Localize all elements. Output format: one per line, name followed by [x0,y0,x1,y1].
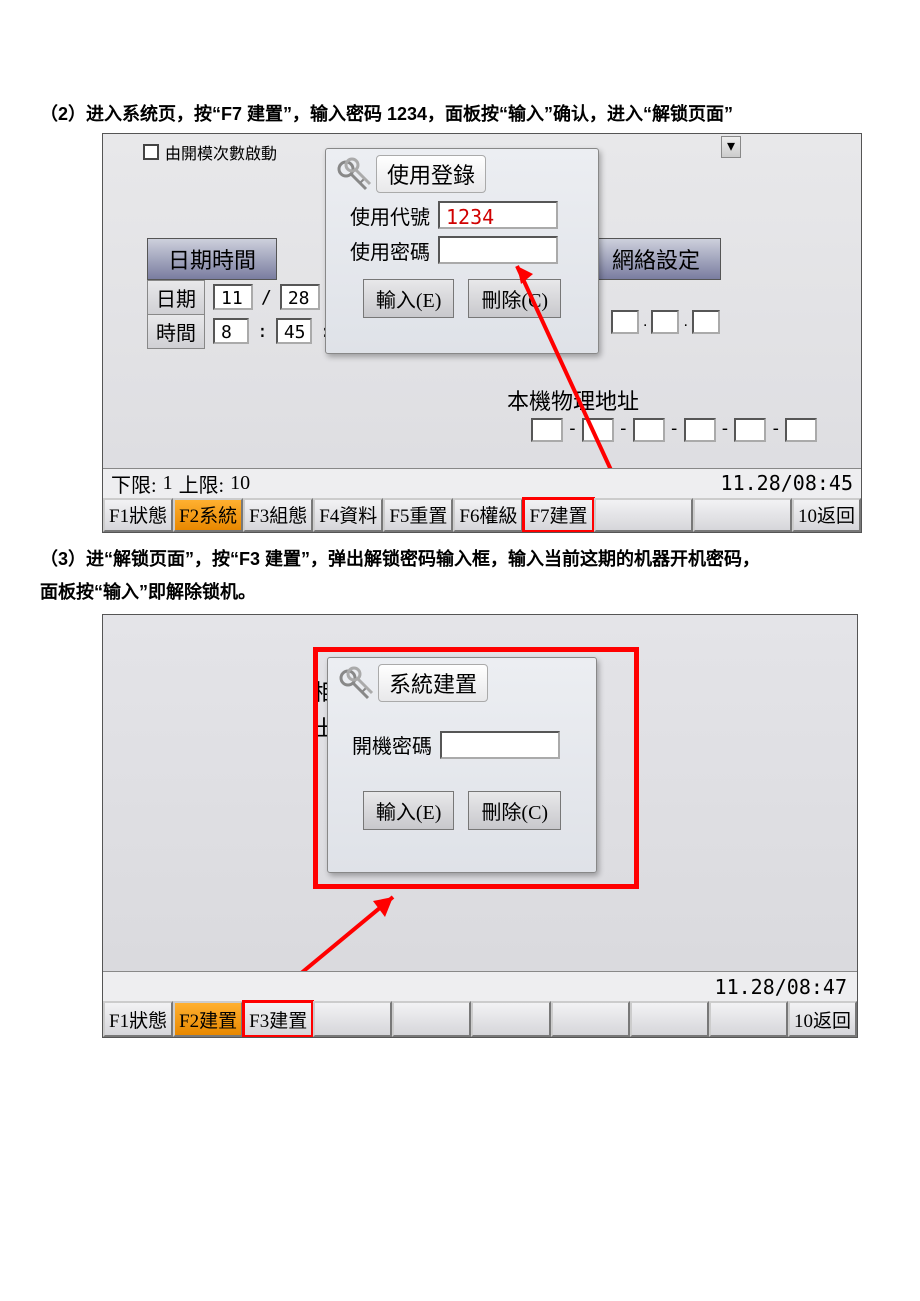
fkey2-sp2 [392,1001,471,1037]
keys-icon [330,155,374,199]
button-network-header[interactable]: 網絡設定 [591,238,721,280]
keys-icon [332,664,376,708]
password-input[interactable] [438,236,558,264]
lower-label: 下限: [111,469,157,498]
fkey-f6[interactable]: F6權級 [453,498,523,532]
fkey2-f2[interactable]: F2建置 [173,1001,243,1037]
fkey-f2[interactable]: F2系統 [173,498,243,532]
dialog2-title-bar: 系統建置 [328,658,596,704]
status-timestamp: 11.28/08:45 [721,471,853,495]
dropdown-arrow-icon[interactable]: ▾ [721,136,741,158]
dialog-pass-row: 使用密碼 [338,236,586,265]
fkey2-f3[interactable]: F3建置 [243,1001,313,1037]
dialog-user-row: 使用代號 1234 [338,201,586,230]
fkey-bar-2: F1狀態 F2建置 F3建置 10返回 [103,1001,857,1037]
status-bar: 下限: 1 上限: 10 11.28/08:45 [103,468,861,498]
ip-seg1[interactable] [611,310,639,334]
fkey-f1[interactable]: F1狀態 [103,498,173,532]
mac-5[interactable] [734,418,766,442]
ip-dot2: . [683,313,687,331]
time-row: 時間 8 : 45 : [147,314,331,349]
date-row: 日期 11 / 28 / [147,280,339,315]
mac-3[interactable] [633,418,665,442]
dialog2-pass-row: 開機密碼 [340,730,584,759]
ip-row: . . [611,310,720,334]
fkey2-sp5 [630,1001,709,1037]
fkey-f5[interactable]: F5重置 [383,498,453,532]
upper-value: 10 [230,472,250,495]
time-label: 時間 [147,314,205,349]
date-day-input[interactable]: 28 [280,284,320,310]
password-label: 使用密碼 [338,236,430,265]
document-page: （2）进入系统页，按“F7 建置”，输入密码 1234，面板按“输入”确认，进入… [0,20,920,1058]
checkbox-label: 由開模次數啟動 [165,140,277,164]
user-id-input[interactable]: 1234 [438,201,558,229]
mac-2[interactable] [582,418,614,442]
button-datetime-header[interactable]: 日期時間 [147,238,277,280]
fkey2-sp1 [313,1001,392,1037]
delete-button-2[interactable]: 刪除(C) [468,791,561,830]
screenshot-1: 由開模次數啟動 ▾ 日期時間 網絡設定 日期 11 / 28 / 時間 8 : … [102,133,862,533]
instruction-step3a: （3）进“解锁页面”，按“F3 建置”，弹出解锁密码输入框，输入当前这期的机器开… [40,545,880,574]
fkey-f7[interactable]: F7建置 [523,498,593,532]
status-timestamp-2: 11.28/08:47 [715,975,847,999]
ip-dot1: . [643,313,647,331]
fkey-bar: F1狀態 F2系統 F3組態 F4資料 F5重置 F6權級 F7建置 10返回 [103,498,861,532]
dialog2-button-row: 輸入(E) 刪除(C) [340,791,584,830]
screenshot-2: 相 出 系統建置 開機密碼 輸入(E) 刪除(C) [102,614,858,1038]
time-min-input[interactable]: 45 [276,318,312,344]
phys-addr-label: 本機物理地址 [507,384,639,416]
dialog-button-row: 輸入(E) 刪除(C) [338,279,586,318]
fkey-f10[interactable]: 10返回 [792,498,861,532]
fkey2-sp3 [471,1001,550,1037]
fkey2-sp4 [551,1001,630,1037]
fkey2-f1[interactable]: F1狀態 [103,1001,173,1037]
fkey2-sp6 [709,1001,788,1037]
mac-address-row: - - - - - [531,418,817,442]
lower-value: 1 [163,472,173,495]
input-button-2[interactable]: 輸入(E) [363,791,455,830]
dialog-title-bar: 使用登錄 [326,149,598,195]
mac-4[interactable] [684,418,716,442]
ip-seg3[interactable] [692,310,720,334]
dialog-title: 使用登錄 [376,155,486,193]
upper-label: 上限: [179,469,225,498]
fkey2-f10[interactable]: 10返回 [788,1001,857,1037]
fkey-spacer1 [594,498,693,532]
dialog2-title: 系統建置 [378,664,488,702]
ip-seg2[interactable] [651,310,679,334]
fkey-f3[interactable]: F3組態 [243,498,313,532]
delete-button[interactable]: 刪除(C) [468,279,561,318]
input-button[interactable]: 輸入(E) [363,279,455,318]
date-month-input[interactable]: 11 [213,284,253,310]
status-bar-2: 11.28/08:47 [103,971,857,1001]
time-sep1: : [257,321,268,342]
checkbox-box-icon[interactable] [143,144,159,160]
user-id-label: 使用代號 [338,201,430,230]
checkbox-mold-count[interactable]: 由開模次數啟動 [143,140,277,164]
date-sep1: / [261,287,272,308]
mac-1[interactable] [531,418,563,442]
system-build-dialog: 系統建置 開機密碼 輸入(E) 刪除(C) [327,657,597,873]
instruction-step2: （2）进入系统页，按“F7 建置”，输入密码 1234，面板按“输入”确认，进入… [40,100,880,129]
time-hour-input[interactable]: 8 [213,318,249,344]
fkey-f4[interactable]: F4資料 [313,498,383,532]
fkey-spacer2 [693,498,792,532]
instruction-step3b: 面板按“输入”即解除锁机。 [40,578,880,607]
mac-6[interactable] [785,418,817,442]
boot-password-label: 開機密碼 [340,730,432,759]
date-label: 日期 [147,280,205,315]
login-dialog: 使用登錄 使用代號 1234 使用密碼 輸入(E) 刪除(C) [325,148,599,354]
boot-password-input[interactable] [440,731,560,759]
